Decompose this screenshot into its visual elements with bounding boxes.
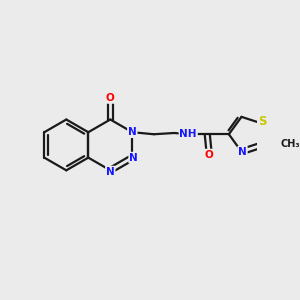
Text: O: O [205, 150, 214, 160]
Text: N: N [128, 127, 137, 137]
Text: O: O [106, 93, 115, 103]
Text: N: N [129, 153, 138, 163]
Text: N: N [106, 167, 115, 177]
Text: N: N [238, 147, 247, 157]
Text: CH₃: CH₃ [280, 139, 300, 149]
Text: S: S [259, 115, 267, 128]
Text: NH: NH [179, 129, 197, 139]
